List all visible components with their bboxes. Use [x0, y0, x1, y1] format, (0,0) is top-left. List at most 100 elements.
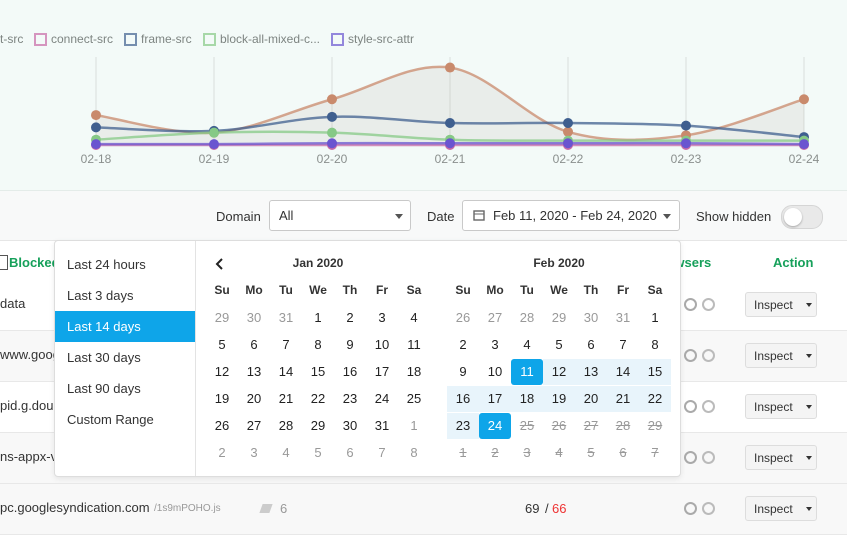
day[interactable]: 29 — [214, 310, 230, 325]
day[interactable]: 22 — [639, 386, 671, 412]
day[interactable]: 24 — [374, 391, 390, 406]
day[interactable]: 5 — [314, 445, 322, 460]
day[interactable]: 28 — [278, 418, 294, 433]
day[interactable]: 17 — [479, 386, 511, 412]
day[interactable]: 20 — [246, 391, 262, 406]
day[interactable]: 9 — [346, 337, 354, 352]
column-header[interactable]: Action — [773, 255, 814, 270]
day[interactable]: 22 — [310, 391, 326, 406]
day[interactable]: 7 — [282, 337, 290, 352]
day[interactable]: 4 — [410, 310, 418, 325]
day[interactable]: 7 — [619, 337, 627, 352]
weekday: Sa — [647, 283, 663, 297]
day[interactable]: 3 — [250, 445, 258, 460]
checkbox[interactable] — [0, 255, 8, 270]
day[interactable]: 8 — [314, 337, 322, 352]
day[interactable]: 19 — [214, 391, 230, 406]
day[interactable]: 10 — [487, 364, 503, 379]
browser-icon — [684, 349, 697, 362]
day[interactable]: 12 — [543, 359, 575, 385]
day[interactable]: 2 — [459, 337, 467, 352]
day[interactable]: 9 — [459, 364, 467, 379]
day[interactable]: 19 — [543, 386, 575, 412]
inspect-button[interactable]: Inspect — [745, 394, 817, 419]
day[interactable]: 30 — [342, 418, 358, 433]
day[interactable]: 3 — [378, 310, 386, 325]
day[interactable]: 14 — [607, 359, 639, 385]
day[interactable]: 15 — [310, 364, 326, 379]
day[interactable]: 6 — [346, 445, 354, 460]
day[interactable]: 15 — [639, 359, 671, 385]
range-option[interactable]: Last 3 days — [67, 288, 134, 303]
prev-month[interactable] — [215, 257, 225, 271]
column-header[interactable]: Blocked — [9, 255, 60, 270]
x-tick-label: 02-20 — [317, 152, 348, 166]
day[interactable]: 23 — [447, 413, 479, 439]
day[interactable]: 5 — [555, 337, 563, 352]
day[interactable]: 31 — [374, 418, 390, 433]
day[interactable]: 27 — [487, 310, 503, 325]
day[interactable]: 1 — [410, 418, 418, 433]
day[interactable]: 28 — [519, 310, 535, 325]
inspect-button[interactable]: Inspect — [745, 496, 817, 521]
day[interactable]: 17 — [374, 364, 390, 379]
day[interactable]: 4 — [523, 337, 531, 352]
day[interactable]: 18 — [511, 386, 543, 412]
browser-icon — [702, 502, 715, 515]
day[interactable]: 8 — [651, 337, 659, 352]
inspect-button[interactable]: Inspect — [745, 292, 817, 317]
range-option[interactable]: Custom Range — [67, 412, 154, 427]
day[interactable]: 11 — [511, 359, 543, 385]
day[interactable]: 1 — [314, 310, 322, 325]
day[interactable]: 21 — [607, 386, 639, 412]
caret — [663, 214, 671, 219]
toggle[interactable] — [781, 205, 823, 229]
day[interactable]: 5 — [218, 337, 226, 352]
day[interactable]: 16 — [342, 364, 358, 379]
day[interactable]: 10 — [374, 337, 390, 352]
day[interactable]: 31 — [278, 310, 294, 325]
day[interactable]: 1 — [651, 310, 659, 325]
date-select[interactable]: Feb 11, 2020 - Feb 24, 2020 — [462, 200, 680, 231]
browser-icon — [684, 298, 697, 311]
inspect-button[interactable]: Inspect — [745, 445, 817, 470]
day[interactable]: 20 — [575, 386, 607, 412]
day[interactable]: 27 — [246, 418, 262, 433]
day[interactable]: 16 — [447, 386, 479, 412]
day[interactable]: 24 — [479, 413, 511, 439]
day[interactable]: 3 — [491, 337, 499, 352]
range-option[interactable]: Last 24 hours — [67, 257, 146, 272]
day[interactable]: 26 — [214, 418, 230, 433]
domain-select[interactable]: All — [269, 200, 411, 231]
point — [209, 139, 219, 150]
range-option[interactable]: Last 30 days — [67, 350, 141, 365]
day[interactable]: 26 — [455, 310, 471, 325]
day[interactable]: 13 — [246, 364, 262, 379]
month-title: Feb 2020 — [533, 256, 585, 270]
day[interactable]: 30 — [583, 310, 599, 325]
day[interactable]: 12 — [214, 364, 230, 379]
day[interactable]: 6 — [250, 337, 258, 352]
day[interactable]: 4 — [282, 445, 290, 460]
day[interactable]: 6 — [587, 337, 595, 352]
day[interactable]: 2 — [218, 445, 226, 460]
day[interactable]: 7 — [378, 445, 386, 460]
day[interactable]: 8 — [410, 445, 418, 460]
day[interactable]: 14 — [278, 364, 294, 379]
day[interactable]: 30 — [246, 310, 262, 325]
range-option[interactable]: Last 90 days — [67, 381, 141, 396]
day[interactable]: 2 — [346, 310, 354, 325]
day[interactable]: 29 — [551, 310, 567, 325]
day[interactable]: 18 — [406, 364, 422, 379]
day[interactable]: 31 — [615, 310, 631, 325]
inspect-button[interactable]: Inspect — [745, 343, 817, 368]
legend-swatch — [331, 33, 344, 46]
day[interactable]: 23 — [342, 391, 358, 406]
day[interactable]: 21 — [278, 391, 294, 406]
day[interactable]: 25 — [406, 391, 422, 406]
range-option[interactable]: Last 14 days — [55, 311, 195, 342]
day[interactable]: 29 — [310, 418, 326, 433]
button-label: Inspect — [754, 298, 793, 312]
day[interactable]: 13 — [575, 359, 607, 385]
day[interactable]: 11 — [407, 337, 421, 352]
